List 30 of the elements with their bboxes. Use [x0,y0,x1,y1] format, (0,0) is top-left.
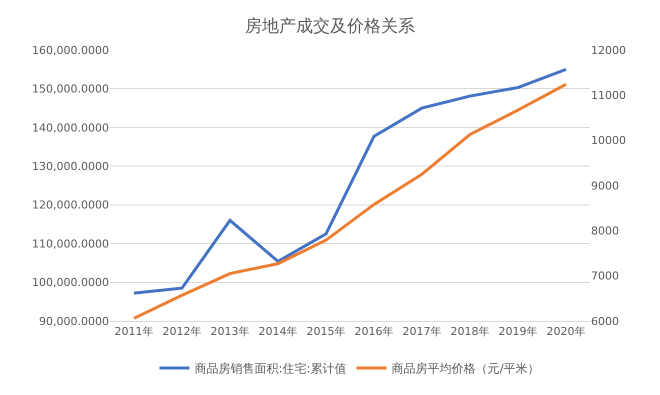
y-tick-label: 130,000.0000 [32,160,109,173]
y2-tick-label: 6000 [591,314,619,328]
y2-tick-label: 8000 [591,224,619,238]
y-tick-label: 150,000.0000 [32,82,109,96]
y-tick-label: 110,000.0000 [32,237,109,250]
line-series [132,82,568,320]
x-tick-label: 2014年 [258,325,298,338]
y2-tick-label: 10000 [591,134,626,148]
y-tick-label: 140,000.0000 [32,121,109,134]
y-tick-label: 120,000.0000 [32,198,109,212]
line-series [132,68,568,295]
y-tick-label: 90,000.0000 [39,314,109,328]
chart-title: 房地产成交及价格关系 [245,16,415,37]
y-tick-label: 160,000.0000 [32,44,109,57]
y2-tick-label: 12000 [591,44,626,57]
x-tick-label: 2013年 [210,325,250,338]
y2-tick-label: 9000 [591,179,619,192]
legend-label: 商品房销售面积:住宅:累计值 [194,362,347,376]
legend-label: 商品房平均价格（元/平米） [392,362,540,376]
x-tick-label: 2018年 [450,325,490,338]
y-tick-label: 100,000.0000 [32,276,109,290]
x-tick-label: 2016年 [354,325,394,338]
x-tick-label: 2015年 [306,325,346,338]
y2-tick-label: 11000 [591,89,626,102]
x-tick-label: 2011年 [114,325,154,338]
x-tick-label: 2020年 [546,325,586,338]
y2-tick-label: 7000 [591,270,619,283]
x-tick-label: 2017年 [402,325,442,338]
x-tick-label: 2019年 [498,325,538,338]
x-tick-label: 2012年 [162,325,202,338]
